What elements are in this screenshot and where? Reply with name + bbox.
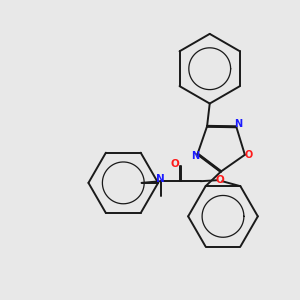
Text: N: N: [191, 151, 199, 160]
Text: O: O: [215, 175, 224, 185]
Text: N: N: [234, 119, 242, 130]
Text: O: O: [170, 159, 179, 169]
Text: O: O: [245, 150, 253, 160]
Text: N: N: [156, 174, 165, 184]
